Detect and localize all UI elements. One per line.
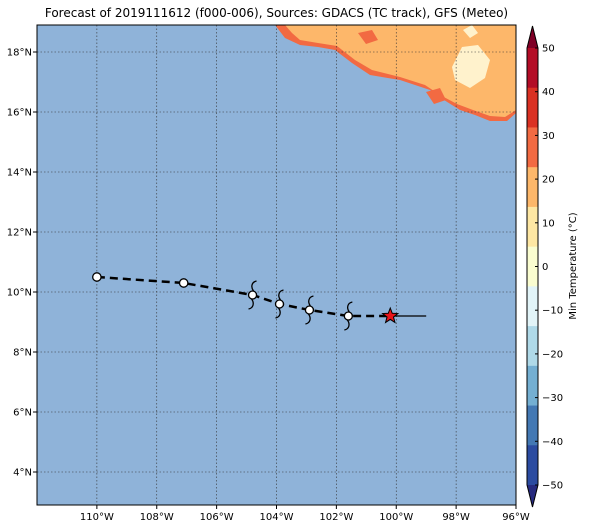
colorbar-tick-label: 20 — [542, 175, 555, 186]
colorbar-tick-label: 40 — [542, 87, 555, 98]
map-title: Forecast of 2019111612 (f000-006), Sourc… — [44, 6, 509, 20]
longitude-tick-label: 104°W — [260, 512, 294, 523]
latitude-tick-label: 10°N — [7, 288, 32, 299]
longitude-tick-label: 98°W — [442, 512, 470, 523]
latitude-tick-label: 8°N — [13, 348, 32, 359]
latitude-tick-label: 6°N — [13, 408, 32, 419]
colorbar-tick-label: 50 — [542, 44, 555, 55]
colorbar-max-extend — [527, 26, 538, 48]
colorbar-band — [527, 167, 538, 208]
colorbar-band — [527, 48, 538, 89]
colorbar-band — [527, 445, 538, 486]
colorbar-tick-label: −10 — [542, 306, 563, 317]
longitude-tick-label: 110°W — [80, 512, 114, 523]
latitude-tick-label: 4°N — [13, 468, 32, 479]
colorbar-tick-label: −30 — [542, 393, 563, 404]
latitude-tick-label: 14°N — [7, 168, 32, 179]
longitude-ticks: 110°W 108°W 106°W 104°W 102°W 100°W 98°W 96°W — [80, 505, 530, 523]
colorbar-band — [527, 206, 538, 248]
storm-symbol-icon — [247, 280, 258, 310]
latitude-tick-label: 18°N — [7, 48, 32, 59]
gridlines — [37, 25, 517, 505]
colorbar-tick-label: −40 — [542, 437, 563, 448]
colorbar-tick-label: −50 — [542, 481, 563, 492]
colorbar-label: Min Temperature (°C) — [568, 212, 579, 319]
colorbar-band — [527, 87, 538, 128]
colorbar-tick-label: −20 — [542, 349, 563, 360]
track-point-circle — [92, 272, 102, 282]
colorbar-band — [527, 326, 538, 367]
map-panel: 110°W 108°W 106°W 104°W 102°W 100°W 98°W 96°W 4… — [7, 24, 530, 523]
colorbar-tick-label: 0 — [542, 262, 548, 273]
storm-symbol-icon — [274, 289, 285, 319]
colorbar-min-extend — [527, 485, 538, 507]
colorbar-tick-label: 30 — [542, 131, 555, 142]
colorbar-band — [527, 286, 538, 327]
colorbar-band — [527, 405, 538, 446]
land-mexico-coast — [275, 25, 516, 121]
latitude-tick-label: 16°N — [7, 108, 32, 119]
longitude-tick-label: 108°W — [140, 512, 174, 523]
latitude-ticks: 4°N 6°N 8°N 10°N 12°N 14°N 16°N 18°N — [7, 48, 37, 479]
current-position-star-icon — [381, 306, 400, 324]
colorbar-band — [527, 246, 538, 287]
longitude-tick-label: 100°W — [379, 512, 413, 523]
longitude-tick-label: 106°W — [200, 512, 234, 523]
colorbar-tick-label: 10 — [542, 218, 555, 229]
longitude-tick-label: 102°W — [319, 512, 353, 523]
colorbar-band — [527, 127, 538, 168]
cyclone-track — [92, 272, 427, 331]
colorbar-band — [527, 365, 538, 406]
longitude-tick-label: 96°W — [502, 512, 530, 523]
latitude-tick-label: 12°N — [7, 228, 32, 239]
storm-symbol-icon — [304, 295, 315, 325]
storm-symbol-icon — [343, 301, 354, 331]
track-point-circle — [178, 278, 189, 288]
colorbar: 50 40 30 20 10 0 −10 −20 −30 −40 −50 Min Temperatur… — [526, 25, 579, 508]
